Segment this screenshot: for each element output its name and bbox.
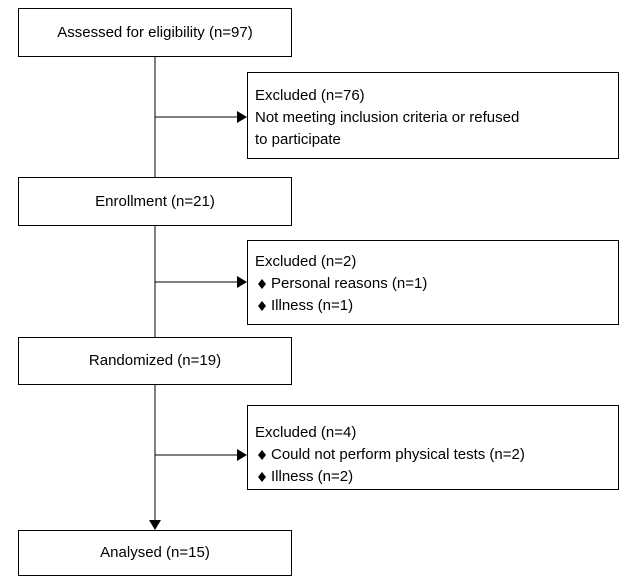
exclusion-line: to participate xyxy=(255,131,341,148)
exclusion-box xyxy=(247,72,619,159)
exclusion-line: Not meeting inclusion criteria or refuse… xyxy=(255,109,519,126)
step-box xyxy=(18,530,292,576)
exclusion-item: Illness (n=2) xyxy=(271,468,353,485)
exclusion-box xyxy=(247,240,619,325)
bullet xyxy=(258,472,266,482)
step-label: Enrollment (n=21) xyxy=(95,193,215,210)
arrowhead xyxy=(237,276,247,288)
exclusion-box xyxy=(247,405,619,490)
exclusion-item: Could not perform physical tests (n=2) xyxy=(271,446,525,463)
exclusion-title: Excluded (n=2) xyxy=(255,253,356,270)
bullet xyxy=(258,279,266,289)
arrowhead xyxy=(237,111,247,123)
step-box xyxy=(18,8,292,57)
arrowhead xyxy=(149,520,161,530)
bullet xyxy=(258,301,266,311)
exclusion-item: Illness (n=1) xyxy=(271,297,353,314)
exclusion-title: Excluded (n=4) xyxy=(255,424,356,441)
step-label: Randomized (n=19) xyxy=(89,352,221,369)
arrowhead xyxy=(237,449,247,461)
bullet xyxy=(258,450,266,460)
exclusion-title: Excluded (n=76) xyxy=(255,87,365,104)
exclusion-item: Personal reasons (n=1) xyxy=(271,275,427,292)
step-box xyxy=(18,337,292,385)
step-label: Analysed (n=15) xyxy=(100,544,210,561)
step-label: Assessed for eligibility (n=97) xyxy=(57,24,253,41)
step-box xyxy=(18,177,292,226)
